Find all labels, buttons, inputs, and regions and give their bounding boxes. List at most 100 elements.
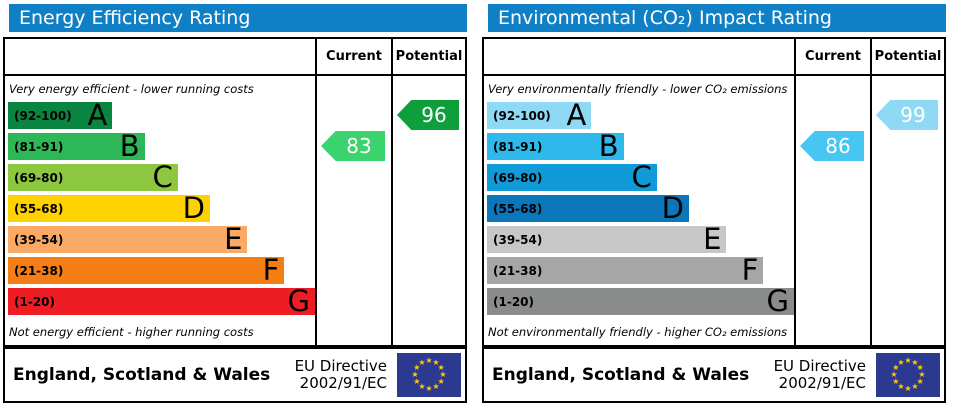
band-row-b: (81-91) B <box>487 129 794 164</box>
band-letter: G <box>766 284 789 318</box>
table-body: Very environmentally friendly - lower CO… <box>484 76 944 345</box>
band-bar-b: (81-91) B <box>487 129 624 163</box>
band-letter: E <box>703 222 722 256</box>
eu-flag-star: ★ <box>890 370 898 379</box>
bands-cell: Very environmentally friendly - lower CO… <box>484 76 794 345</box>
table-body: Very energy efficient - lower running co… <box>5 76 465 345</box>
band-range: (1-20) <box>14 294 55 309</box>
eu-flag-star: ★ <box>918 370 926 379</box>
eu-flag-icon: ★ ★ ★ ★ ★ ★ ★ ★ ★ ★ ★ ★ <box>876 353 940 397</box>
band-range: (81-91) <box>14 139 64 154</box>
eu-flag-star: ★ <box>437 363 445 372</box>
band-range: (69-80) <box>14 170 64 185</box>
potential-rating-arrow: 96 <box>397 100 459 130</box>
band-row-g: (1-20) G <box>487 284 794 319</box>
eu-flag-star: ★ <box>911 382 919 392</box>
eu-flag-star: ★ <box>425 384 433 393</box>
eu-flag-star: ★ <box>892 377 900 386</box>
band-letter: A <box>87 98 108 132</box>
potential-column-header: Potential <box>870 39 944 74</box>
band-row-a: (92-100) A <box>487 98 794 133</box>
eu-directive-label: EU Directive 2002/91/EC <box>774 358 866 392</box>
eu-flag-star: ★ <box>432 357 440 367</box>
energy-rating-table: Current Potential Very energy efficient … <box>3 37 467 347</box>
band-bar-b: (81-91) B <box>8 129 145 163</box>
eu-flag-star: ★ <box>892 363 900 372</box>
eu-flag-star: ★ <box>437 377 445 386</box>
eu-directive-line1: EU Directive <box>773 357 866 375</box>
band-row-e: (39-54) E <box>487 222 794 257</box>
bottom-caption: Not environmentally friendly - higher CO… <box>488 325 788 339</box>
footer: England, Scotland & Wales EU Directive 2… <box>3 347 467 403</box>
rating-bands: (92-100) A (81-91) B (69-80) C (55-68) D (39-54)… <box>5 98 315 319</box>
table-header-row: Current Potential <box>484 39 944 76</box>
band-bar-g: (1-20) G <box>8 284 315 318</box>
eu-directive-line1: EU Directive <box>294 357 387 375</box>
eu-flag-star: ★ <box>418 382 426 392</box>
band-letter: B <box>598 129 619 163</box>
eu-directive-line2: 2002/91/EC <box>778 374 866 392</box>
band-row-e: (39-54) E <box>8 222 315 257</box>
band-letter: E <box>224 222 243 256</box>
eu-directive-line2: 2002/91/EC <box>299 374 387 392</box>
band-row-c: (69-80) C <box>487 163 794 195</box>
band-letter: A <box>566 98 587 132</box>
band-letter: F <box>262 253 280 287</box>
band-letter: D <box>661 191 684 225</box>
eu-flag-star: ★ <box>413 377 421 386</box>
band-range: (39-54) <box>14 232 64 247</box>
band-range: (55-68) <box>493 201 543 216</box>
potential-column: 96 <box>391 76 465 345</box>
current-column: 86 <box>794 76 870 345</box>
energy-panel-title: Energy Efficiency Rating <box>9 4 467 32</box>
eu-flag-star: ★ <box>916 363 924 372</box>
potential-column-header: Potential <box>391 39 465 74</box>
energy-efficiency-panel: Energy Efficiency Rating Current Potenti… <box>3 4 467 404</box>
band-bar-e: (39-54) E <box>487 222 727 256</box>
band-bar-d: (55-68) D <box>8 191 210 225</box>
band-range: (92-100) <box>14 108 72 123</box>
band-row-d: (55-68) D <box>8 191 315 226</box>
band-bar-e: (39-54) E <box>8 222 248 256</box>
bottom-caption: Not energy efficient - higher running co… <box>9 325 254 339</box>
band-range: (55-68) <box>14 201 64 216</box>
band-bar-a: (92-100) A <box>487 98 592 132</box>
top-caption: Very environmentally friendly - lower CO… <box>488 82 788 96</box>
band-bar-g: (1-20) G <box>487 284 794 318</box>
eu-flag-star: ★ <box>411 370 419 379</box>
header-spacer-cell <box>484 39 794 74</box>
co2-panel-title: Environmental (CO₂) Impact Rating <box>488 4 946 32</box>
eu-flag-star: ★ <box>425 356 433 365</box>
region-label: England, Scotland & Wales <box>13 365 271 385</box>
co2-impact-panel: Environmental (CO₂) Impact Rating Curren… <box>482 4 946 404</box>
band-bar-c: (69-80) C <box>8 163 178 192</box>
region-label: England, Scotland & Wales <box>492 365 750 385</box>
band-letter: D <box>182 191 205 225</box>
top-caption: Very energy efficient - lower running co… <box>9 82 254 96</box>
current-rating-arrow: 86 <box>800 131 864 161</box>
table-header-row: Current Potential <box>5 39 465 76</box>
current-rating-arrow: 83 <box>321 131 385 161</box>
band-letter: B <box>119 129 140 163</box>
band-bar-c: (69-80) C <box>487 163 657 192</box>
eu-flag-star: ★ <box>418 357 426 367</box>
eu-flag-star: ★ <box>413 363 421 372</box>
band-row-f: (21-38) F <box>487 253 794 288</box>
eu-flag-star: ★ <box>897 382 905 392</box>
band-range: (21-38) <box>493 263 543 278</box>
band-range: (21-38) <box>14 263 64 278</box>
eu-directive-label: EU Directive 2002/91/EC <box>295 358 387 392</box>
band-range: (81-91) <box>493 139 543 154</box>
band-row-a: (92-100) A <box>8 98 315 133</box>
eu-flag-star: ★ <box>904 356 912 365</box>
band-letter: F <box>741 253 759 287</box>
band-row-d: (55-68) D <box>487 191 794 226</box>
eu-flag-star: ★ <box>432 382 440 392</box>
band-row-f: (21-38) F <box>8 253 315 288</box>
current-column-header: Current <box>315 39 391 74</box>
current-column: 83 <box>315 76 391 345</box>
band-bar-d: (55-68) D <box>487 191 689 225</box>
eu-flag-icon: ★ ★ ★ ★ ★ ★ ★ ★ ★ ★ ★ ★ <box>397 353 461 397</box>
band-letter: G <box>287 284 310 318</box>
